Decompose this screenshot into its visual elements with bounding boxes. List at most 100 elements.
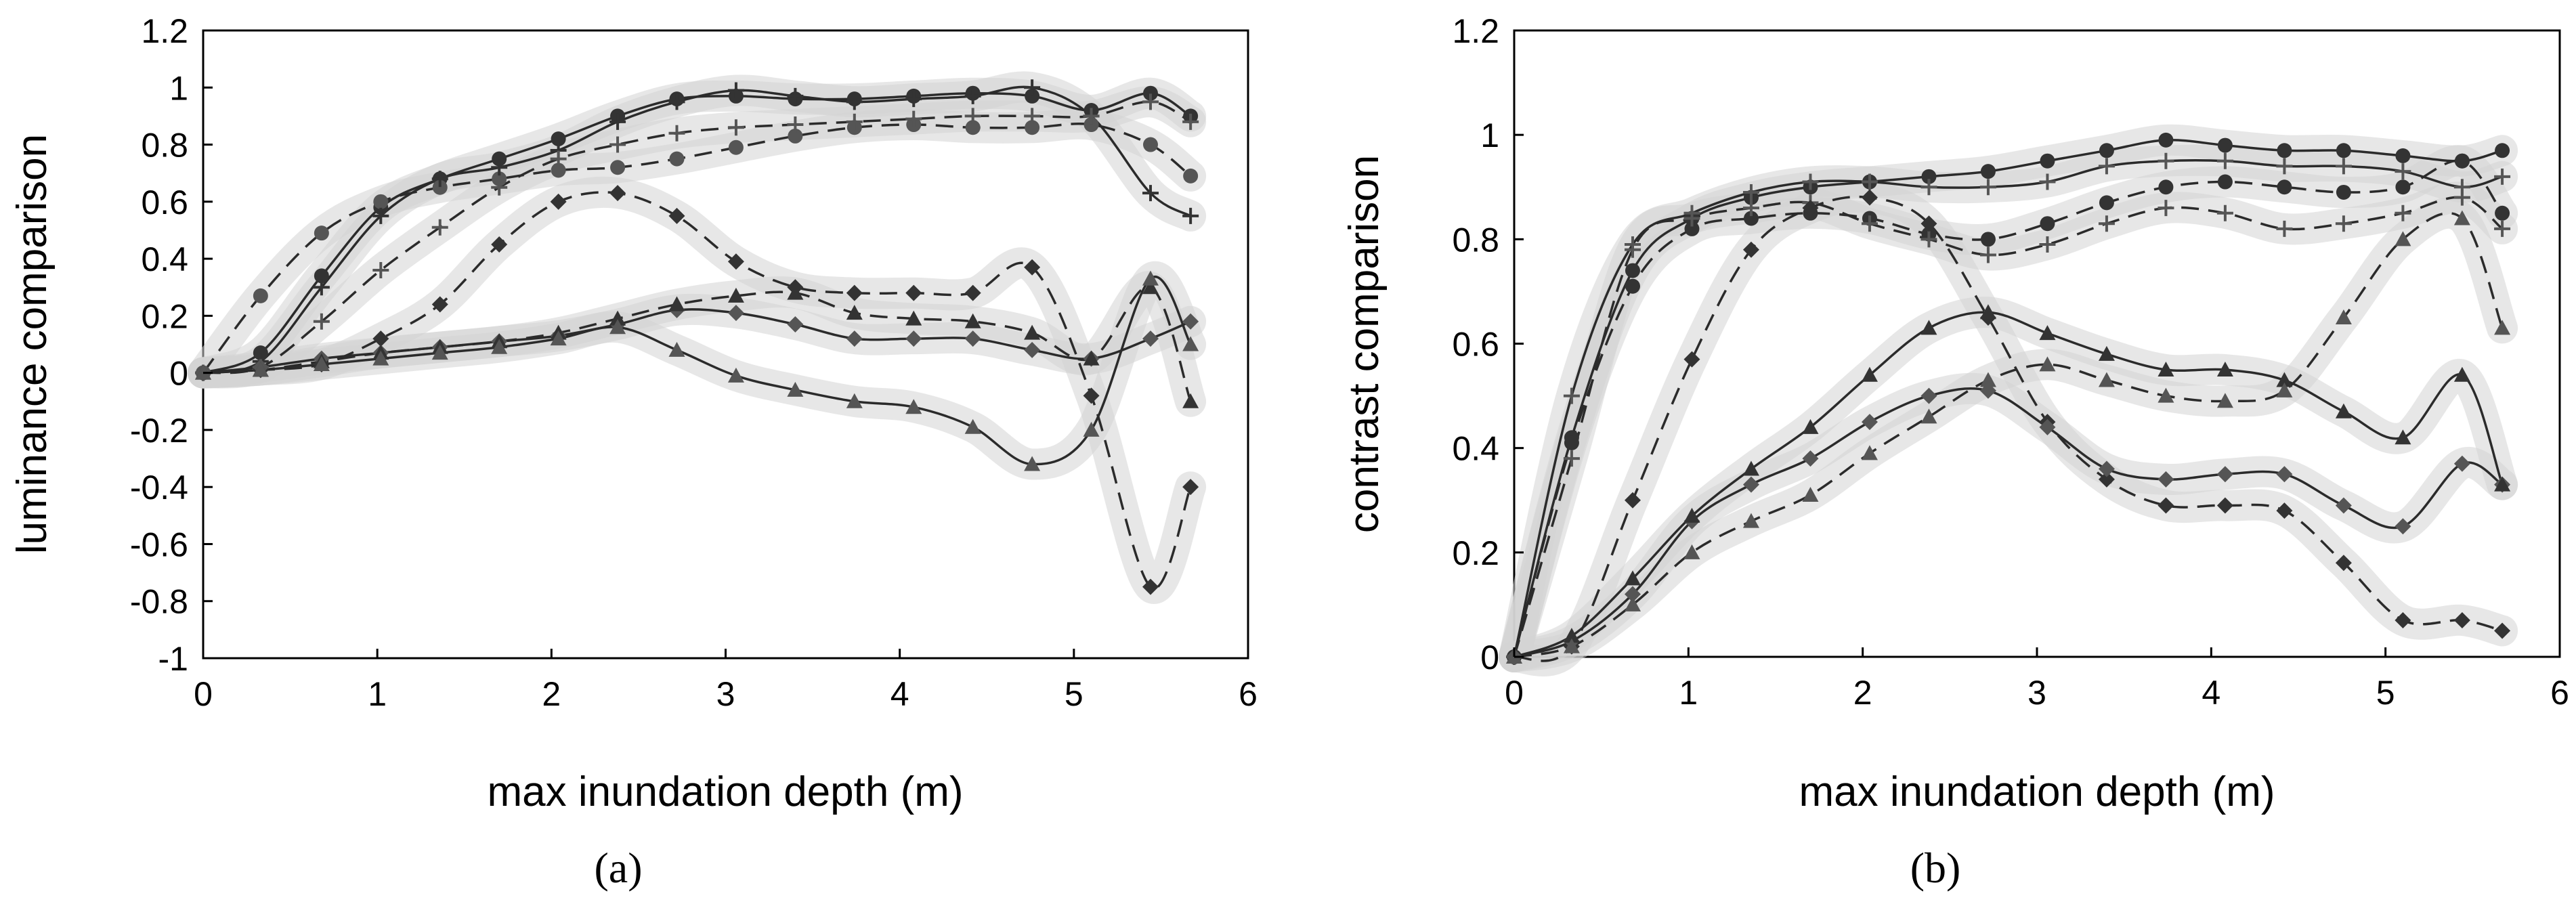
markers-a <box>195 79 1199 595</box>
x-tick-label: 0 <box>1505 674 1524 712</box>
series-line-circle-solid <box>1513 138 2503 658</box>
data-point-plus-dashed <box>1683 210 1700 227</box>
data-point-triangle-solid <box>1979 304 1996 320</box>
y-tick-label: -0.6 <box>130 525 188 563</box>
data-point-triangle-dashed <box>1142 279 1159 295</box>
data-point-diamond-dashed <box>1920 215 1937 232</box>
data-point-triangle-solid <box>1142 270 1159 286</box>
data-point-plus-solid <box>609 113 626 130</box>
data-point-triangle-solid <box>1563 628 1580 643</box>
data-point-triangle-solid <box>1683 507 1700 523</box>
data-point-triangle-dashed <box>2158 387 2174 403</box>
data-point-circle-dashed <box>2336 184 2351 200</box>
data-point-circle-solid <box>2395 148 2411 163</box>
data-point-triangle-solid <box>2335 403 2352 418</box>
data-point-circle-dashed <box>432 179 448 195</box>
data-point-diamond-dashed <box>2276 502 2293 519</box>
data-point-diamond-dashed <box>609 185 626 202</box>
data-point-circle-dashed <box>1142 137 1158 152</box>
data-point-circle-dashed <box>1684 221 1700 236</box>
data-point-plus-solid <box>431 171 448 188</box>
data-point-triangle-dashed <box>1683 544 1700 559</box>
data-point-triangle-dashed <box>1802 487 1819 502</box>
data-point-circle-solid <box>1921 169 1937 184</box>
data-point-plus-solid <box>727 82 744 99</box>
data-point-triangle-dashed <box>727 287 744 303</box>
data-point-triangle-solid <box>964 418 981 434</box>
data-point-plus-dashed <box>2158 200 2174 217</box>
data-point-plus-solid <box>2276 158 2293 175</box>
data-point-triangle-solid <box>609 319 626 335</box>
series-line-triangle-dashed <box>1514 211 2504 658</box>
data-point-plus-dashed <box>609 136 626 153</box>
data-point-triangle-dashed <box>846 305 863 320</box>
data-point-circle-solid <box>492 151 507 167</box>
x-tick-label: 5 <box>2376 674 2395 712</box>
data-point-plus-solid <box>2098 158 2115 175</box>
data-point-diamond-solid <box>964 330 981 347</box>
data-point-plus-solid <box>491 159 508 176</box>
data-point-triangle-solid <box>787 381 804 397</box>
data-point-triangle-dashed <box>1624 596 1641 611</box>
y-tick-label: -1 <box>158 640 188 678</box>
data-point-plus-solid <box>1024 79 1041 96</box>
x-axis-label-b: max inundation depth (m) <box>1799 769 2275 815</box>
data-point-circle-dashed <box>1625 278 1640 294</box>
data-point-triangle-dashed <box>1861 445 1878 460</box>
x-tick-label: 2 <box>542 675 561 713</box>
data-point-circle-dashed <box>2158 179 2174 195</box>
data-point-diamond-solid <box>787 316 804 333</box>
data-point-triangle-dashed <box>2216 393 2233 408</box>
data-point-diamond-dashed <box>1861 189 1878 206</box>
data-point-plus-dashed <box>2453 189 2470 206</box>
y-tick-label: 0.8 <box>141 127 188 165</box>
data-point-circle-dashed <box>669 151 685 167</box>
data-point-triangle-solid <box>727 367 744 383</box>
data-point-diamond-solid <box>1024 341 1041 358</box>
y-tick-label: 1 <box>1480 116 1499 154</box>
data-point-plus-solid <box>787 87 804 104</box>
data-point-circle-dashed <box>314 225 329 241</box>
data-point-diamond-dashed <box>2335 555 2352 572</box>
data-point-plus-dashed <box>846 113 863 130</box>
data-point-circle-solid <box>1025 88 1040 104</box>
panel-a-luminance-chart: -1 -0.8 -0.6 -0.4 -0.2 0 0.2 0.4 0.6 0.8 1 1.2 0 1 2 3 4… <box>9 12 1258 892</box>
data-point-circle-dashed <box>965 120 981 135</box>
data-point-plus-dashed <box>787 116 804 133</box>
data-point-triangle-solid <box>668 341 685 357</box>
data-point-plus-solid <box>1142 185 1159 202</box>
data-point-plus-solid <box>372 207 389 224</box>
data-point-triangle-dashed <box>609 310 626 326</box>
data-point-plus-solid <box>2216 152 2233 169</box>
data-point-plus-dashed <box>2098 215 2115 232</box>
data-point-diamond-solid <box>1142 330 1159 347</box>
data-point-plus-dashed <box>964 108 981 125</box>
data-point-triangle-solid <box>372 350 389 366</box>
data-point-triangle-dashed <box>2098 372 2115 387</box>
data-point-circle-dashed <box>728 139 744 155</box>
data-point-plus-solid <box>1979 179 1996 196</box>
data-point-diamond-solid <box>1861 414 1878 431</box>
data-point-diamond-dashed <box>1624 492 1641 509</box>
data-point-triangle-solid <box>905 399 922 414</box>
x-tick-label: 5 <box>1065 675 1083 713</box>
data-point-circle-solid <box>2099 143 2114 158</box>
data-point-plus-solid <box>1182 207 1199 224</box>
data-point-plus-dashed <box>372 261 389 278</box>
data-point-diamond-dashed <box>1742 241 1759 258</box>
series-line-diamond-solid <box>1514 387 2504 658</box>
y-tick-label: 0.2 <box>141 297 188 335</box>
data-point-plus-dashed <box>2216 205 2233 221</box>
x-tick-label: 6 <box>1239 675 1258 713</box>
y-tick-label: -0.8 <box>130 583 188 621</box>
data-point-plus-dashed <box>1979 246 1996 263</box>
data-point-plus-dashed <box>1742 200 1759 217</box>
data-point-plus-dashed <box>1861 215 1878 232</box>
data-point-triangle-solid <box>2098 345 2115 361</box>
data-point-diamond-dashed <box>2098 471 2115 488</box>
data-point-triangle-solid <box>1742 460 1759 476</box>
y-tick-label: 0.6 <box>141 184 188 221</box>
data-point-plus-dashed <box>1024 108 1041 125</box>
data-point-circle-solid <box>2217 137 2233 153</box>
data-point-triangle-dashed <box>2276 382 2293 397</box>
